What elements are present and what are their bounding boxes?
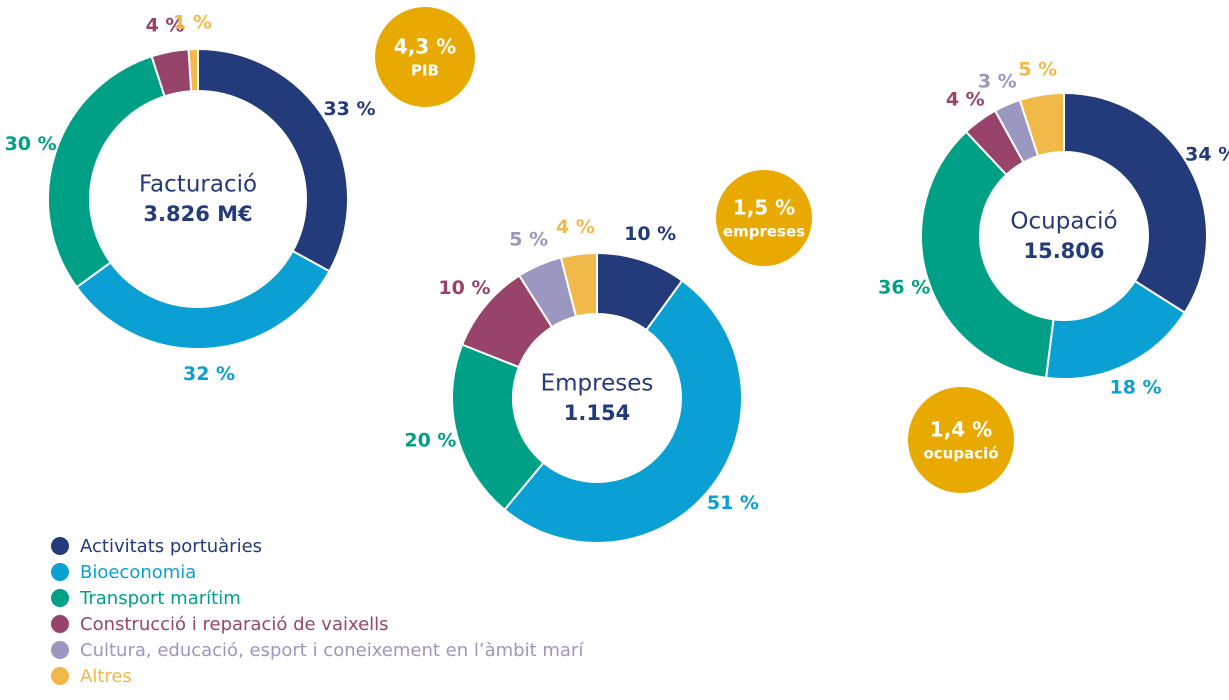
value-label: 18 % bbox=[1109, 377, 1161, 399]
value-label: 33 % bbox=[323, 98, 375, 120]
donut-slice bbox=[920, 130, 1055, 379]
badge-label: empreses bbox=[723, 223, 805, 241]
legend-marker bbox=[51, 563, 69, 581]
donut-slice bbox=[197, 47, 349, 273]
legend-label: Activitats portuàries bbox=[80, 536, 262, 557]
badge-label: PIB bbox=[411, 62, 439, 80]
value-label: 32 % bbox=[183, 363, 235, 385]
value-label: 10 % bbox=[438, 277, 490, 299]
value-label: 4 % bbox=[146, 15, 185, 37]
badge-value: 1,5 % bbox=[733, 196, 795, 220]
donut-slice bbox=[503, 279, 744, 545]
value-label: 10 % bbox=[624, 223, 676, 245]
value-label: 1 % bbox=[173, 12, 212, 34]
donut-slice bbox=[559, 251, 598, 318]
legend-marker bbox=[51, 615, 69, 633]
value-label: 5 % bbox=[1018, 59, 1057, 81]
badge-label: ocupació bbox=[923, 445, 998, 463]
legend-label: Bioeconomia bbox=[80, 562, 196, 583]
legend-marker bbox=[51, 667, 69, 685]
value-label: 36 % bbox=[878, 276, 930, 298]
value-label: 5 % bbox=[509, 229, 548, 251]
value-label: 3 % bbox=[978, 70, 1017, 92]
center-label: Empreses bbox=[541, 371, 654, 397]
center-label: Ocupació bbox=[1010, 209, 1117, 235]
center-label: Facturació bbox=[139, 172, 257, 198]
legend-marker bbox=[51, 537, 69, 555]
badge bbox=[908, 387, 1014, 493]
legend-label: Cultura, educació, esport i coneixement … bbox=[80, 640, 584, 661]
badge-value: 4,3 % bbox=[394, 35, 456, 59]
donut-slice bbox=[451, 343, 545, 512]
legend-label: Construcció i reparació de vaixells bbox=[80, 614, 389, 635]
legend-marker bbox=[51, 589, 69, 607]
badge bbox=[375, 7, 475, 107]
donut-slice bbox=[1063, 91, 1208, 315]
legend-label: Transport marítim bbox=[79, 588, 241, 609]
donut-slice bbox=[187, 47, 199, 93]
badge bbox=[716, 170, 812, 266]
center-value: 15.806 bbox=[1023, 239, 1104, 263]
donut-slice bbox=[75, 249, 331, 350]
legend-label: Altres bbox=[80, 666, 132, 687]
center-value: 1.154 bbox=[564, 401, 630, 425]
value-label: 4 % bbox=[946, 89, 985, 111]
center-value: 3.826 M€ bbox=[143, 202, 252, 226]
badge-value: 1,4 % bbox=[930, 418, 992, 442]
legend-marker bbox=[51, 641, 69, 659]
value-label: 34 % bbox=[1185, 144, 1229, 166]
value-label: 20 % bbox=[404, 429, 456, 451]
donut-slice bbox=[1018, 91, 1065, 158]
value-label: 4 % bbox=[556, 216, 595, 238]
value-label: 51 % bbox=[707, 492, 759, 514]
value-label: 30 % bbox=[5, 133, 57, 155]
